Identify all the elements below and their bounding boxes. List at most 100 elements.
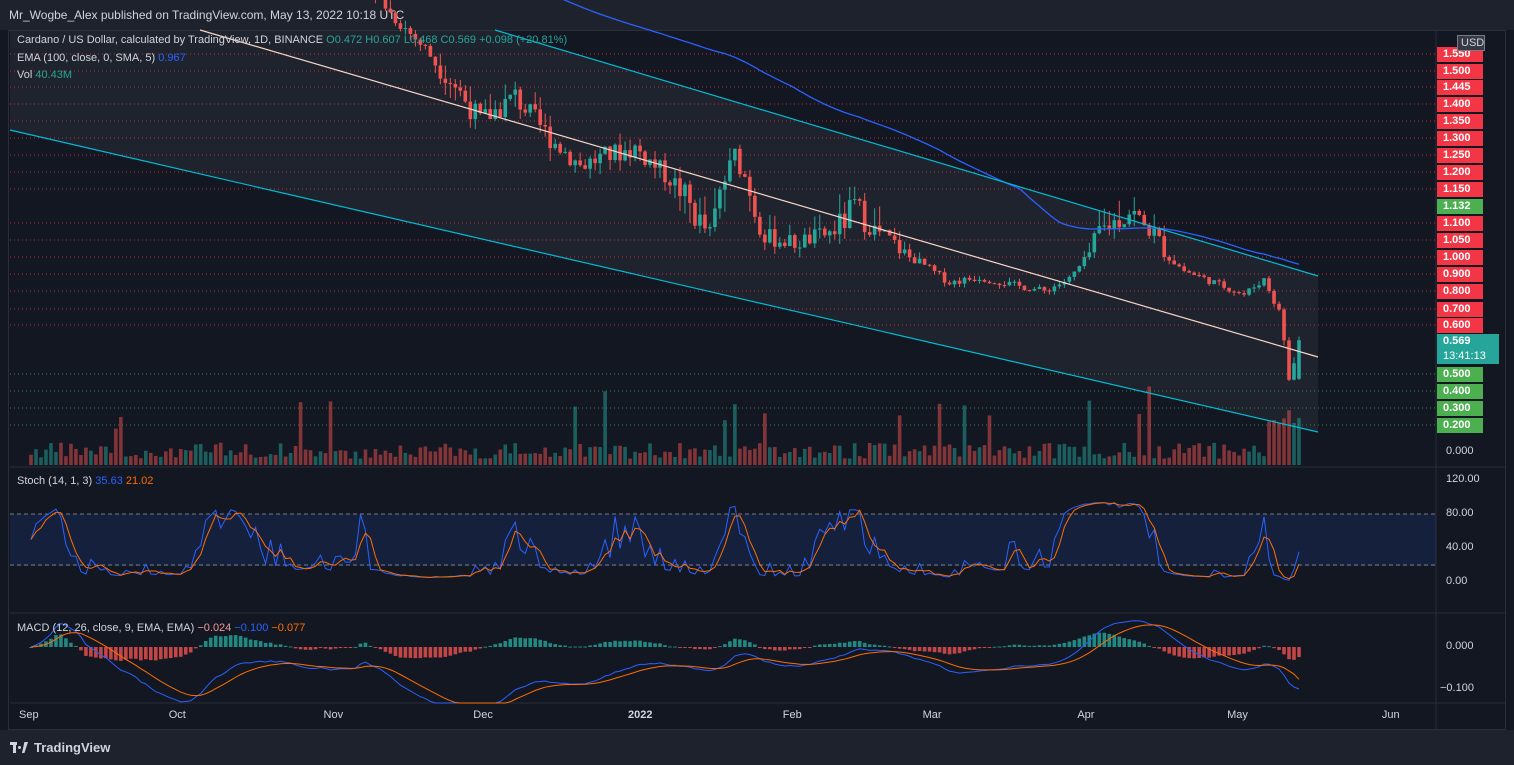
macd-histogram-bar: [308, 647, 313, 650]
macd-histogram-bar: [323, 647, 328, 649]
time-axis-label: Feb: [782, 709, 802, 721]
candle-body: [897, 240, 902, 254]
macd-line: [30, 620, 1300, 704]
volume-bar: [852, 443, 857, 465]
candle-body: [1192, 272, 1196, 276]
volume-bar: [593, 446, 597, 465]
candle-body: [1027, 290, 1032, 292]
volume-bar: [1007, 448, 1012, 465]
macd-histogram-bar: [343, 647, 348, 648]
macd-histogram-bar: [488, 645, 493, 647]
volume-bar: [1137, 413, 1142, 465]
volume-bar: [283, 456, 288, 465]
tradingview-logo[interactable]: TradingView: [10, 740, 110, 755]
candlestick-series: [374, 0, 1301, 382]
volume-bar: [573, 406, 577, 465]
candle-body: [802, 234, 807, 248]
macd-histogram-bar: [99, 647, 103, 659]
candle-body: [852, 199, 857, 201]
macd-histogram-bar: [253, 640, 258, 647]
volume-bar: [228, 450, 233, 465]
candle-body: [478, 103, 483, 114]
volume-bar: [982, 445, 987, 465]
volume-bar: [308, 450, 313, 465]
volume-bar: [149, 452, 153, 465]
macd-histogram-bar: [318, 647, 323, 649]
macd-histogram-bar: [643, 641, 647, 647]
macd-histogram-bar: [378, 647, 383, 650]
stoch-axis-label: 120.00: [1446, 473, 1480, 485]
volume-bar: [408, 454, 413, 465]
candle-body: [997, 283, 1002, 286]
macd-histogram-bar: [1147, 645, 1152, 647]
candle-body: [977, 279, 982, 281]
candle-body: [862, 200, 867, 233]
macd-histogram-bar: [1207, 647, 1211, 658]
candle-body: [468, 101, 473, 120]
price-axis-label: 1.500: [1437, 63, 1483, 79]
candle-body: [778, 242, 782, 247]
candle-body: [613, 144, 617, 161]
volume-bar: [383, 450, 388, 465]
macd-line-value: −0.100: [234, 622, 269, 634]
macd-histogram-bar: [338, 647, 343, 648]
stoch-axis-label: 40.00: [1446, 541, 1474, 553]
candle-body: [1167, 256, 1172, 261]
macd-histogram-bar: [1197, 647, 1201, 658]
macd-histogram-bar: [139, 647, 143, 661]
macd-histogram-bar: [368, 645, 373, 647]
macd-histogram-bar: [1202, 647, 1206, 658]
volume-bar: [1022, 457, 1027, 465]
candle-body: [792, 235, 797, 248]
macd-histogram-bar: [1277, 647, 1281, 651]
volume-bar: [1282, 418, 1286, 465]
volume-bar: [738, 448, 742, 465]
ema-value: 0.967: [158, 52, 186, 64]
macd-histogram-bar: [1012, 644, 1017, 647]
macd-histogram-bar: [997, 646, 1002, 648]
publisher-bar: Mr_Wogbe_Alex published on TradingView.c…: [0, 0, 1514, 30]
volume-bar: [34, 449, 38, 465]
candle-body: [892, 235, 897, 241]
volume-bar: [788, 451, 792, 465]
volume-bar: [638, 452, 642, 465]
last-price-tag: 0.569: [1437, 334, 1499, 349]
volume-bar: [1207, 445, 1211, 465]
volume-bar: [373, 449, 378, 465]
candle-body: [718, 189, 722, 209]
macd-histogram-bar: [114, 647, 118, 661]
macd-histogram-bar: [1157, 647, 1162, 649]
volume-bar: [109, 452, 113, 465]
price-axis-label: 1.050: [1437, 232, 1483, 248]
price-axis-label: 1.200: [1437, 164, 1483, 180]
candle-body: [1047, 290, 1052, 292]
macd-histogram-bar: [1112, 634, 1117, 647]
volume-bar: [578, 444, 582, 465]
macd-histogram-bar: [1272, 647, 1276, 649]
currency-badge[interactable]: USD: [1457, 35, 1485, 51]
candle-body: [573, 160, 577, 166]
candle-body: [748, 176, 752, 196]
volume-bar: [1082, 446, 1087, 465]
macd-histogram-bar: [773, 647, 777, 651]
candle-body: [1097, 226, 1102, 234]
ema-price-tag: 1.132: [1437, 199, 1483, 214]
macd-histogram-bar: [1072, 640, 1077, 647]
macd-histogram-bar: [738, 639, 742, 647]
macd-histogram-bar: [109, 647, 113, 660]
macd-histogram-bar: [463, 647, 468, 652]
volume-bar: [453, 455, 458, 465]
volume-bar: [807, 446, 812, 465]
volume-bar: [1142, 455, 1147, 465]
macd-histogram-bar: [1242, 647, 1246, 654]
volume-bar: [1107, 456, 1112, 465]
volume-bar: [778, 456, 782, 465]
candle-body: [443, 78, 448, 83]
candle-body: [423, 44, 428, 46]
macd-histogram-bar: [498, 643, 503, 647]
volume-bar: [163, 451, 168, 465]
macd-histogram-bar: [1232, 647, 1236, 655]
volume-bar: [183, 450, 188, 465]
macd-histogram-bar: [493, 644, 498, 647]
